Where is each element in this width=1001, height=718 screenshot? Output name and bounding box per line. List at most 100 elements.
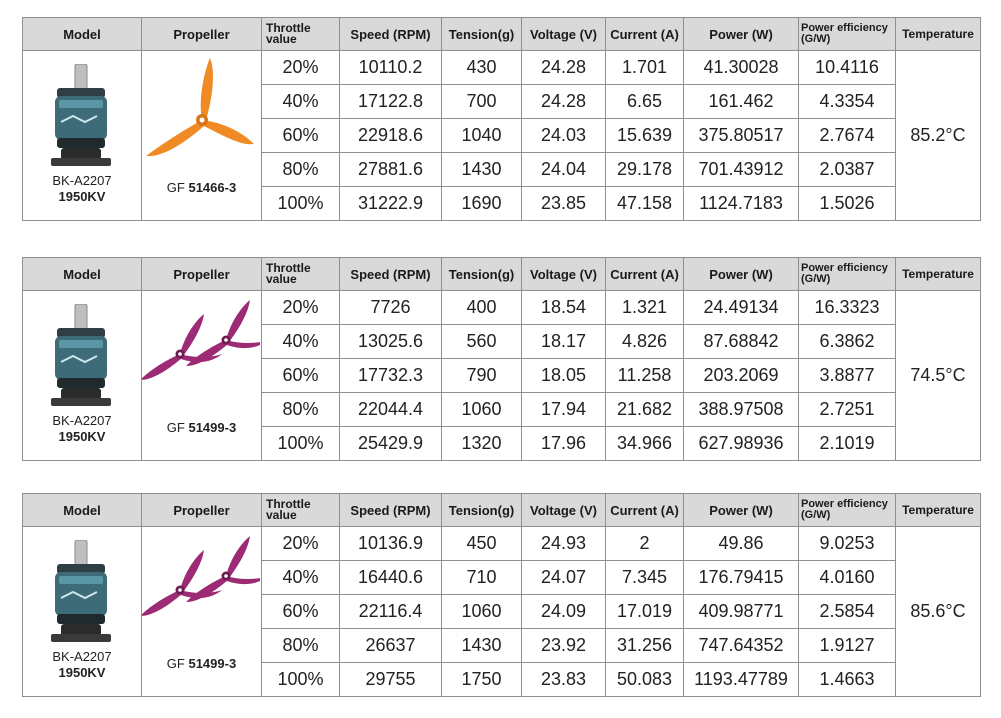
- tension-cell: 710: [441, 560, 522, 595]
- tension-cell: 450: [441, 526, 522, 561]
- efficiency-cell: 6.3862: [798, 324, 896, 359]
- header-power: Power (W): [683, 257, 799, 291]
- tension-cell: 1430: [441, 152, 522, 187]
- throttle-cell: 60%: [261, 594, 340, 629]
- tri-blade-propeller-magenta-icon: [142, 299, 260, 380]
- model-name: BK-A2207: [52, 412, 112, 428]
- tension-cell: 1430: [441, 628, 522, 663]
- throttle-cell: 60%: [261, 118, 340, 153]
- efficiency-cell: 10.4116: [798, 50, 896, 85]
- current-cell: 7.345: [605, 560, 684, 595]
- header-tension: Tension(g): [441, 257, 522, 291]
- header-speed: Speed (RPM): [339, 257, 442, 291]
- tri-blade-propeller-magenta-icon: [142, 535, 260, 616]
- propeller-name: GF 51499-3: [166, 419, 237, 435]
- model-kv: 1950KV: [58, 428, 106, 444]
- efficiency-cell: 4.3354: [798, 84, 896, 119]
- header-throttle: Throttle value: [261, 17, 340, 51]
- model-cell: BK-A2207 1950KV: [22, 526, 142, 697]
- voltage-cell: 17.94: [521, 392, 606, 427]
- efficiency-cell: 1.4663: [798, 662, 896, 697]
- propeller-name: GF 51466-3: [166, 179, 237, 195]
- model-cell: BK-A2207 1950KV: [22, 290, 142, 461]
- table-row: BK-A2207 1950KV GF 51499-3 20% 7: [22, 290, 981, 461]
- throttle-cell: 20%: [261, 526, 340, 561]
- header-model: Model: [22, 17, 142, 51]
- voltage-cell: 17.96: [521, 426, 606, 461]
- current-cell: 34.966: [605, 426, 684, 461]
- voltage-cell: 18.54: [521, 290, 606, 325]
- header-row: Model Propeller Throttle value Speed (RPM…: [22, 257, 981, 291]
- power-cell: 161.462: [683, 84, 799, 119]
- power-cell: 388.97508: [683, 392, 799, 427]
- header-power: Power (W): [683, 17, 799, 51]
- brushless-motor-icon: [51, 539, 111, 642]
- tension-cell: 700: [441, 84, 522, 119]
- power-cell: 1124.7183: [683, 186, 799, 221]
- throttle-cell: 80%: [261, 628, 340, 663]
- propeller-cell: GF 51499-3: [141, 526, 262, 697]
- test-table-2: Model Propeller Throttle value Speed (RPM…: [22, 257, 981, 461]
- header-efficiency: Power efficiency (G/W): [798, 493, 896, 527]
- efficiency-cell: 2.7674: [798, 118, 896, 153]
- voltage-cell: 18.17: [521, 324, 606, 359]
- efficiency-cell: 4.0160: [798, 560, 896, 595]
- tension-cell: 560: [441, 324, 522, 359]
- header-temperature: Temperature: [895, 493, 981, 527]
- header-temperature: Temperature: [895, 257, 981, 291]
- tension-cell: 790: [441, 358, 522, 393]
- throttle-cell: 60%: [261, 358, 340, 393]
- efficiency-cell: 1.9127: [798, 628, 896, 663]
- power-cell: 87.68842: [683, 324, 799, 359]
- temperature-cell: 74.5°C: [895, 290, 981, 461]
- voltage-cell: 24.28: [521, 84, 606, 119]
- header-throttle: Throttle value: [261, 493, 340, 527]
- header-current: Current (A): [605, 257, 684, 291]
- header-tension: Tension(g): [441, 17, 522, 51]
- header-propeller: Propeller: [141, 257, 262, 291]
- throttle-cell: 20%: [261, 50, 340, 85]
- power-cell: 409.98771: [683, 594, 799, 629]
- efficiency-cell: 2.0387: [798, 152, 896, 187]
- current-cell: 1.321: [605, 290, 684, 325]
- tension-cell: 1320: [441, 426, 522, 461]
- throttle-cell: 100%: [261, 186, 340, 221]
- throttle-cell: 40%: [261, 560, 340, 595]
- efficiency-cell: 9.0253: [798, 526, 896, 561]
- current-cell: 1.701: [605, 50, 684, 85]
- power-cell: 627.98936: [683, 426, 799, 461]
- table-row: 60% 22116.4 1060 24.09 17.019 409.98771 …: [23, 594, 981, 629]
- test-table-3: Model Propeller Throttle value Speed (RPM…: [22, 493, 981, 697]
- voltage-cell: 24.09: [521, 594, 606, 629]
- current-cell: 2: [605, 526, 684, 561]
- table-row: 100% 25429.9 1320 17.96 34.966 627.98936…: [23, 426, 981, 461]
- throttle-cell: 40%: [261, 324, 340, 359]
- efficiency-cell: 16.3323: [798, 290, 896, 325]
- power-cell: 701.43912: [683, 152, 799, 187]
- tri-blade-propeller-orange-icon: [146, 57, 254, 156]
- current-cell: 15.639: [605, 118, 684, 153]
- voltage-cell: 24.04: [521, 152, 606, 187]
- speed-cell: 10136.9: [339, 526, 442, 561]
- current-cell: 17.019: [605, 594, 684, 629]
- speed-cell: 10110.2: [339, 50, 442, 85]
- power-cell: 49.86: [683, 526, 799, 561]
- propeller-cell: GF 51499-3: [141, 290, 262, 461]
- current-cell: 11.258: [605, 358, 684, 393]
- current-cell: 21.682: [605, 392, 684, 427]
- header-model: Model: [22, 257, 142, 291]
- header-propeller: Propeller: [141, 493, 262, 527]
- tension-cell: 1060: [441, 392, 522, 427]
- power-cell: 1193.47789: [683, 662, 799, 697]
- header-current: Current (A): [605, 17, 684, 51]
- header-efficiency: Power efficiency (G/W): [798, 17, 896, 51]
- voltage-cell: 24.07: [521, 560, 606, 595]
- table-row: 100% 29755 1750 23.83 50.083 1193.47789 …: [23, 662, 981, 697]
- throttle-cell: 80%: [261, 152, 340, 187]
- table-row: 80% 27881.6 1430 24.04 29.178 701.43912 …: [23, 152, 981, 187]
- header-efficiency: Power efficiency (G/W): [798, 257, 896, 291]
- table-row: 100% 31222.9 1690 23.85 47.158 1124.7183…: [23, 186, 981, 221]
- tension-cell: 1750: [441, 662, 522, 697]
- current-cell: 50.083: [605, 662, 684, 697]
- header-speed: Speed (RPM): [339, 493, 442, 527]
